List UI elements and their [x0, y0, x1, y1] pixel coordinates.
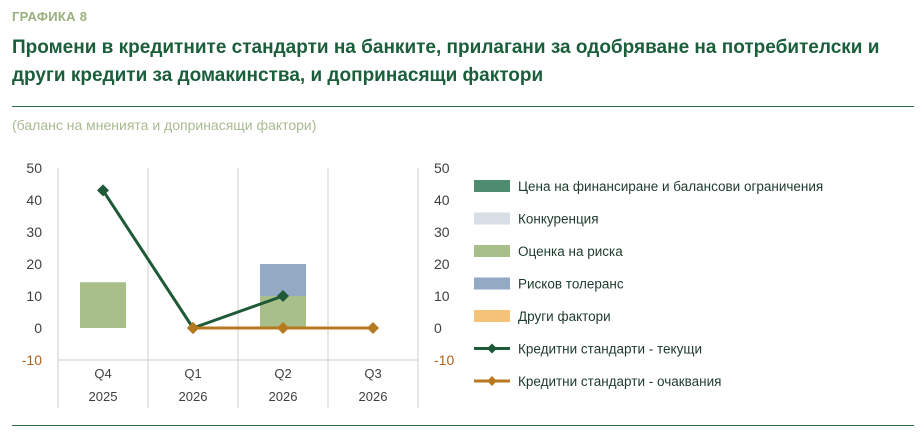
x-tick-quarter: Q1 — [184, 366, 201, 381]
y-tick-right: 0 — [434, 320, 442, 336]
x-tick-year: 2026 — [179, 389, 208, 404]
x-tick-quarter: Q2 — [274, 366, 291, 381]
title-divider — [12, 106, 914, 107]
chart-subtitle: (баланс на мненията и допринасящи фактор… — [12, 117, 317, 133]
y-tick-left: -10 — [22, 352, 42, 368]
legend-marker — [487, 343, 497, 354]
y-tick-right: -10 — [434, 352, 454, 368]
legend-label: Рисков толеранс — [518, 277, 624, 292]
y-tick-left: 40 — [26, 192, 42, 208]
legend-label: Кредитни стандарти - текущи — [518, 342, 702, 357]
y-tick-right: 50 — [434, 160, 450, 176]
y-tick-right: 10 — [434, 288, 450, 304]
legend-label: Кредитни стандарти - очаквания — [518, 374, 722, 389]
x-tick-year: 2026 — [269, 389, 298, 404]
x-tick-year: 2026 — [359, 389, 388, 404]
bottom-divider — [12, 425, 914, 426]
x-tick-quarter: Q3 — [364, 366, 381, 381]
legend-swatch — [474, 310, 510, 322]
series-marker — [187, 322, 199, 334]
x-tick-quarter: Q4 — [94, 366, 111, 381]
legend-swatch — [474, 277, 510, 290]
bar-segment — [80, 282, 126, 328]
title-line-1: Промени в кредитните стандарти на банкит… — [12, 37, 880, 58]
legend-label: Други фактори — [518, 309, 611, 324]
series-marker — [97, 184, 109, 197]
legend-swatch — [474, 212, 510, 225]
legend-swatch — [474, 245, 510, 257]
series-marker — [277, 290, 289, 302]
series-line — [101, 189, 284, 330]
legend-label: Оценка на риска — [518, 244, 623, 259]
y-tick-right: 40 — [434, 192, 450, 208]
x-tick-year: 2025 — [89, 389, 118, 404]
series-marker — [367, 322, 379, 334]
legend-label: Цена на финансиране и балансови ограниче… — [518, 179, 823, 194]
y-tick-left: 10 — [26, 288, 42, 304]
series-marker — [277, 322, 289, 334]
legend-swatch — [474, 180, 510, 192]
y-tick-left: 30 — [26, 224, 42, 240]
y-tick-left: 50 — [26, 160, 42, 176]
title-line-2: други кредити за домакинства, и допринас… — [12, 65, 544, 86]
y-tick-left: 20 — [26, 256, 42, 272]
y-tick-right: 30 — [434, 224, 450, 240]
y-tick-right: 20 — [434, 256, 450, 272]
y-tick-left: 0 — [34, 320, 42, 336]
chart-title: Промени в кредитните стандарти на банкит… — [12, 34, 902, 90]
chart-number: ГРАФИКА 8 — [12, 9, 88, 24]
legend-marker — [487, 376, 497, 386]
legend-label: Конкуренция — [518, 212, 599, 227]
